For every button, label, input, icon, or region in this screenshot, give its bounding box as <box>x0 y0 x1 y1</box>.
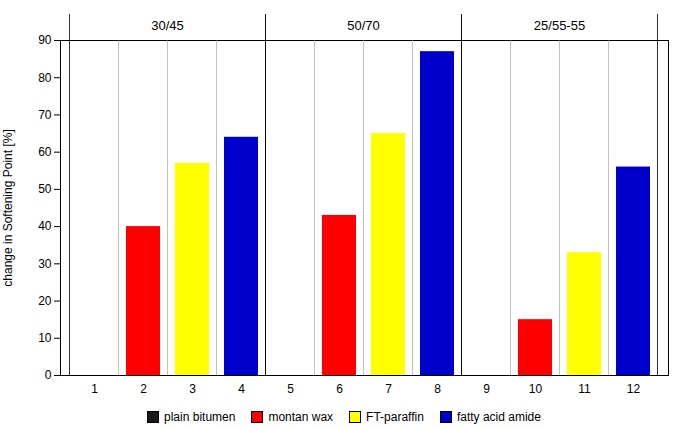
svg-text:8: 8 <box>434 382 441 396</box>
svg-text:7: 7 <box>385 382 392 396</box>
html-text:FT-paraffin: FT-paraffin <box>366 410 424 424</box>
svg-text:80: 80 <box>38 71 52 85</box>
svg-text:50/70: 50/70 <box>347 18 380 33</box>
svg-text:10: 10 <box>529 382 543 396</box>
svg-text:10: 10 <box>38 331 52 345</box>
svg-text:70: 70 <box>38 108 52 122</box>
html-text:fatty acid amide: fatty acid amide <box>456 410 541 424</box>
svg-text:9: 9 <box>483 382 490 396</box>
svg-text:5: 5 <box>287 382 294 396</box>
svg-text:6: 6 <box>336 382 343 396</box>
svg-text:12: 12 <box>627 382 641 396</box>
svg-text:50: 50 <box>38 182 52 196</box>
svg-text:20: 20 <box>38 294 52 308</box>
svg-text:30: 30 <box>38 257 52 271</box>
svg-text:25/55-55: 25/55-55 <box>534 18 585 33</box>
html-text:plain bitumen: plain bitumen <box>164 410 236 424</box>
svg-text:90: 90 <box>38 33 52 47</box>
html-text:montan wax: montan wax <box>268 410 334 424</box>
svg-text:2: 2 <box>140 382 147 396</box>
svg-text:40: 40 <box>38 219 52 233</box>
svg-text:60: 60 <box>38 145 52 159</box>
svg-text:1: 1 <box>91 382 98 396</box>
svg-text:3: 3 <box>189 382 196 396</box>
svg-text:0: 0 <box>45 368 52 382</box>
svg-text:11: 11 <box>578 382 591 396</box>
svg-text:30/45: 30/45 <box>151 18 184 33</box>
svg-text:change in Softening Point [%]: change in Softening Point [%] <box>1 129 15 286</box>
svg-text:4: 4 <box>238 382 245 396</box>
